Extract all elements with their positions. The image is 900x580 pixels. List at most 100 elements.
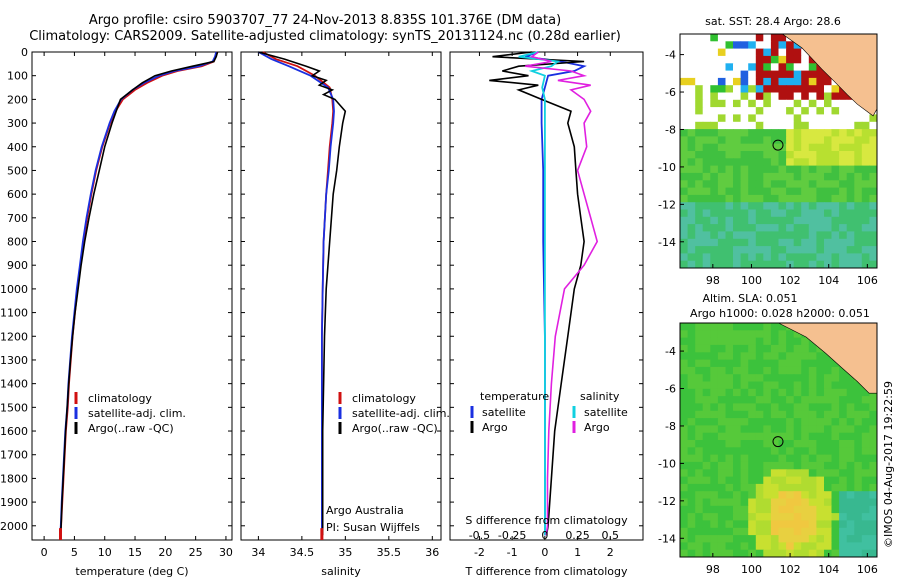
map-cell	[748, 520, 757, 529]
map-cell	[695, 542, 704, 551]
map-cell	[755, 114, 764, 123]
map-cell	[793, 440, 802, 448]
map-cell	[740, 461, 749, 470]
map-cell	[869, 238, 878, 247]
map-cell	[816, 425, 825, 434]
map-cell	[869, 209, 878, 218]
map-cell	[740, 63, 749, 72]
map-cell	[717, 461, 726, 470]
map-cell	[695, 454, 704, 463]
map-cell	[793, 114, 802, 123]
map-cell	[816, 374, 825, 382]
map-cell	[725, 143, 734, 152]
map-cell	[869, 520, 878, 529]
map-cell	[740, 447, 749, 456]
map-cell	[801, 246, 810, 254]
map-cell	[717, 447, 726, 456]
y-tick-label: 600	[7, 188, 28, 201]
map-cell	[763, 238, 772, 247]
map-cell	[740, 238, 749, 247]
map-cell	[869, 396, 878, 404]
map-cell	[854, 469, 863, 478]
map-cell	[786, 535, 795, 543]
map-cell	[793, 187, 802, 196]
map-cell	[786, 388, 795, 397]
map-cell	[725, 352, 734, 361]
map-cell	[854, 454, 863, 463]
map-cell	[733, 535, 742, 543]
map-cell	[786, 542, 795, 551]
map-cell	[831, 260, 840, 269]
map-cell	[778, 136, 787, 145]
map-cell	[702, 447, 711, 456]
map-cell	[816, 418, 825, 426]
map-cell	[816, 129, 825, 137]
map-cell	[748, 129, 757, 137]
y-tick-label: 1300	[0, 354, 28, 367]
map-cell	[702, 114, 711, 123]
map-cell	[710, 165, 719, 174]
map-cell	[680, 202, 689, 210]
map-cell	[725, 337, 734, 346]
map-cell	[824, 535, 833, 543]
map-cell	[733, 216, 742, 225]
map-cell	[717, 129, 726, 137]
map-x-tick-label: 100	[741, 563, 762, 576]
map-cell	[748, 121, 757, 130]
map-cell	[839, 469, 848, 478]
map-cell	[755, 143, 764, 152]
map-cell	[824, 194, 833, 203]
map-cell	[733, 92, 742, 101]
map-cell	[710, 129, 719, 137]
map-cell	[702, 498, 711, 507]
map-cell	[755, 209, 764, 218]
map-cell	[808, 121, 817, 130]
map-cell	[763, 513, 772, 521]
map-cell	[725, 238, 734, 247]
map-cell	[770, 246, 779, 254]
map-cell	[710, 121, 719, 130]
map-cell	[808, 180, 817, 189]
map-cell	[748, 231, 757, 240]
map-cell	[687, 187, 696, 196]
map-cell	[869, 476, 878, 485]
map-cell	[824, 440, 833, 448]
map-cell	[695, 99, 704, 108]
map-cell	[755, 224, 764, 232]
map-cell	[710, 447, 719, 456]
map-cell	[816, 99, 825, 108]
map-cell	[793, 330, 802, 339]
top-x-tick-label: 0.25	[565, 529, 590, 542]
map-cell	[846, 535, 855, 543]
map-cell	[695, 143, 704, 152]
map-cell	[763, 476, 772, 485]
map-cell	[861, 129, 870, 137]
x-tick-label: 35.5	[377, 546, 402, 559]
map-cell	[740, 403, 749, 412]
map-cell	[854, 447, 863, 456]
map-cell	[755, 359, 764, 368]
top-x-tick-label: -0.5	[469, 529, 490, 542]
map-cell	[816, 260, 825, 269]
map-cell	[839, 476, 848, 485]
map-cell	[725, 48, 734, 57]
map-cell	[710, 136, 719, 145]
map-cell	[763, 70, 772, 79]
map-cell	[846, 238, 855, 247]
map-cell	[695, 70, 704, 79]
map-cell	[687, 469, 696, 478]
map-cell	[755, 498, 764, 507]
map-cell	[861, 549, 870, 558]
map-cell	[740, 425, 749, 434]
map-cell	[770, 114, 779, 123]
map-cell	[861, 388, 870, 397]
map-cell	[680, 469, 689, 478]
map-cell	[702, 330, 711, 339]
map-cell	[778, 158, 787, 167]
map-cell	[710, 85, 719, 93]
map-cell	[687, 520, 696, 529]
map-cell	[702, 238, 711, 247]
map-cell	[733, 505, 742, 514]
map-cell	[854, 440, 863, 448]
map-cell	[861, 151, 870, 159]
